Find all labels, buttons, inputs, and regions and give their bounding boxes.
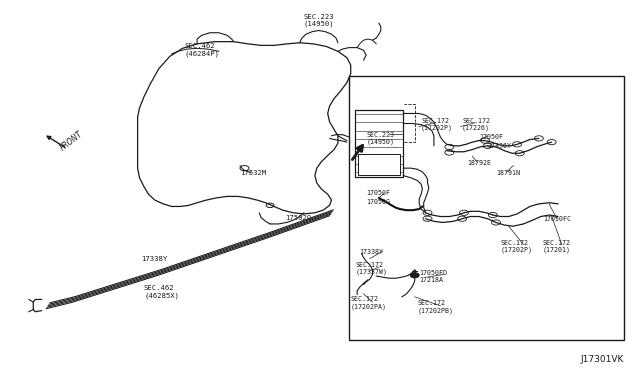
Text: 17050F: 17050F [479, 134, 503, 140]
Bar [349, 76, 624, 340]
Circle shape [410, 273, 419, 278]
Text: SEC.172
(17202PB): SEC.172 (17202PB) [417, 300, 453, 314]
Text: 17338Y: 17338Y [360, 249, 384, 255]
Text: FRONT: FRONT [59, 129, 85, 153]
Text: SEC.462
(46285X): SEC.462 (46285X) [144, 285, 179, 299]
Text: 17502Q: 17502Q [285, 215, 311, 221]
Text: SEC.462
(46284P): SEC.462 (46284P) [184, 44, 219, 57]
Text: SEC.172
(17226): SEC.172 (17226) [462, 118, 490, 131]
Text: SEC.172
(17202PA): SEC.172 (17202PA) [351, 296, 387, 310]
Text: SEC.223
(14950): SEC.223 (14950) [367, 132, 395, 145]
Text: 17336Y: 17336Y [488, 143, 512, 149]
Text: 18791N: 18791N [496, 170, 520, 176]
Text: J17301VK: J17301VK [580, 355, 624, 364]
Text: 17050G: 17050G [366, 199, 390, 205]
Text: SEC.172
(17201): SEC.172 (17201) [543, 240, 571, 253]
Text: SEC.172
(17202P): SEC.172 (17202P) [500, 240, 532, 253]
Text: 17050F: 17050F [366, 190, 390, 196]
Text: 17338Y: 17338Y [141, 256, 167, 262]
Text: 17050FC: 17050FC [543, 217, 571, 222]
Text: SEC.172
(17202P): SEC.172 (17202P) [421, 118, 453, 131]
Text: 17532M: 17532M [240, 170, 266, 176]
Text: 18792E: 18792E [467, 160, 492, 166]
Bar [358, 154, 400, 175]
Text: SEC.172
(17337W): SEC.172 (17337W) [356, 262, 388, 275]
Bar [355, 110, 403, 177]
Text: SEC.223
(14950): SEC.223 (14950) [303, 14, 334, 27]
Text: 17050FD
17218A: 17050FD 17218A [419, 270, 447, 282]
